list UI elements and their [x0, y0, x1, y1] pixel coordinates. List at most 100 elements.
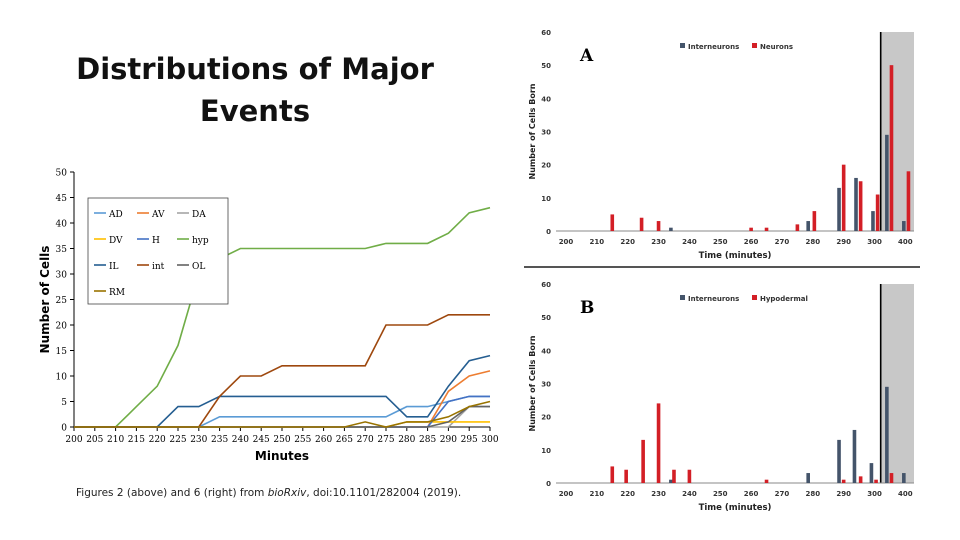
bar-interneurons	[854, 177, 858, 231]
figure-caption: Figures 2 (above) and 6 (right) from bio…	[76, 487, 461, 499]
bar-neurons	[610, 214, 615, 231]
panel-label-B: B	[580, 298, 594, 318]
y-tick-label: 50	[541, 314, 551, 322]
x-tick-label: 265	[336, 435, 353, 445]
x-tick-label: 250	[713, 490, 728, 498]
series-line-AV	[74, 370, 491, 428]
bar-hypodermal	[764, 479, 769, 483]
legend-label-DA: DA	[192, 210, 206, 220]
y-tick-label: 40	[541, 95, 551, 103]
x-tick-label: 270	[775, 490, 790, 498]
x-tick-label: 255	[294, 435, 311, 445]
x-tick-label: 220	[620, 238, 635, 246]
x-tick-label: 260	[744, 490, 759, 498]
bar-hypodermal	[656, 403, 661, 483]
bar-interneurons	[837, 439, 841, 483]
bar-hypodermal	[687, 469, 692, 483]
bar-neurons	[875, 194, 880, 231]
x-tick-label: 285	[419, 435, 436, 445]
bar-interneurons	[902, 221, 906, 231]
caption-journal: bioRxiv	[267, 487, 307, 499]
y-tick-label: 30	[541, 381, 551, 389]
bar-interneurons	[837, 187, 841, 231]
bar-hypodermal	[858, 476, 863, 483]
x-tick-label: 290	[440, 435, 457, 445]
y-tick-label: 60	[541, 281, 551, 289]
slide-title-line1: Distributions of Major	[76, 52, 434, 86]
legend-label-DV: DV	[109, 236, 123, 246]
bar-neurons	[639, 217, 644, 231]
y-tick-label: 45	[56, 194, 68, 204]
y-tick-label: 10	[541, 195, 551, 203]
y-tick-label: 5	[61, 398, 67, 408]
x-axis-title: Minutes	[255, 449, 309, 463]
y-tick-label: 0	[546, 228, 551, 236]
x-tick-label: 230	[651, 490, 666, 498]
x-tick-label: 200	[559, 238, 574, 246]
bar-neurons	[656, 221, 661, 231]
x-tick-label: 270	[357, 435, 374, 445]
bar-hypodermal	[641, 439, 645, 483]
bar-legend: Interneurons Hypodermal	[680, 295, 808, 303]
legend-label-AD: AD	[108, 210, 123, 220]
legend-label-interneurons: Interneurons	[688, 43, 739, 51]
x-tick-label: 200	[559, 490, 574, 498]
bar-interneurons	[871, 211, 875, 231]
legend-label-H: H	[152, 236, 160, 246]
bar-neurons	[906, 171, 911, 231]
bar-hypodermal	[672, 469, 676, 483]
x-tick-label: 300	[867, 490, 882, 498]
x-tick-label: 210	[590, 238, 605, 246]
legend-label-hypodermal: Hypodermal	[760, 295, 808, 303]
x-tick-label: 275	[377, 435, 394, 445]
legend-swatch-hypodermal	[752, 295, 757, 300]
bar-chart-a: 0 10 20 30 40 50 60 200 210 220 230 240 250 260 270 280…	[528, 29, 914, 261]
y-tick-label: 20	[56, 322, 68, 332]
x-tick-label: 400	[898, 490, 913, 498]
bar-interneurons	[669, 479, 673, 483]
bar-interneurons	[869, 463, 874, 483]
x-tick-label: 300	[867, 238, 882, 246]
x-tick-label: 230	[190, 435, 207, 445]
x-tick-label: 290	[836, 490, 851, 498]
x-tick-label: 295	[461, 435, 478, 445]
x-tick-label: 240	[682, 490, 697, 498]
y-tick-label: 50	[541, 62, 551, 70]
y-tick-label: 15	[56, 347, 68, 357]
bar-interneurons	[885, 386, 889, 483]
bar-chart-b: 0 10 20 30 40 50 60 200 210 220 230 240 250 260 270 280…	[528, 281, 914, 513]
legend-label-neurons: Neurons	[760, 43, 793, 51]
legend-label-IL: IL	[109, 262, 119, 272]
bar-interneurons	[852, 429, 857, 483]
legend-label-interneurons: Interneurons	[688, 295, 739, 303]
legend-label-AV: AV	[151, 210, 165, 220]
x-tick-label: 290	[836, 238, 851, 246]
legend-box	[87, 197, 229, 305]
bar-neurons	[795, 224, 800, 231]
bar-hypodermal	[889, 473, 894, 483]
x-tick-label: 230	[651, 238, 666, 246]
x-tick-label: 225	[169, 435, 186, 445]
bar-neurons	[749, 227, 753, 231]
caption-prefix: Figures 2 (above) and 6 (right) from	[76, 487, 268, 499]
y-tick-label: 40	[56, 220, 68, 230]
y-tick-label: 50	[56, 169, 68, 179]
series-line-RM	[74, 400, 491, 428]
legend-swatch-neurons	[752, 43, 757, 48]
x-tick-label: 240	[682, 238, 697, 246]
x-tick-label: 240	[232, 435, 249, 445]
x-tick-label: 220	[149, 435, 166, 445]
y-tick-label: 40	[541, 347, 551, 355]
x-tick-label: 280	[806, 490, 821, 498]
slide-title: Distributions of Major Events	[60, 48, 450, 132]
legend-label-hyp: hyp	[192, 236, 209, 246]
bar-interneurons	[806, 221, 810, 231]
bar-neurons	[841, 164, 846, 231]
y-tick-label: 30	[56, 271, 68, 281]
legend-swatch-interneurons	[680, 295, 685, 300]
y-tick-label: 20	[541, 162, 551, 170]
y-tick-label: 60	[541, 29, 551, 37]
x-tick-label: 210	[107, 435, 124, 445]
bar-interneurons	[885, 134, 889, 231]
